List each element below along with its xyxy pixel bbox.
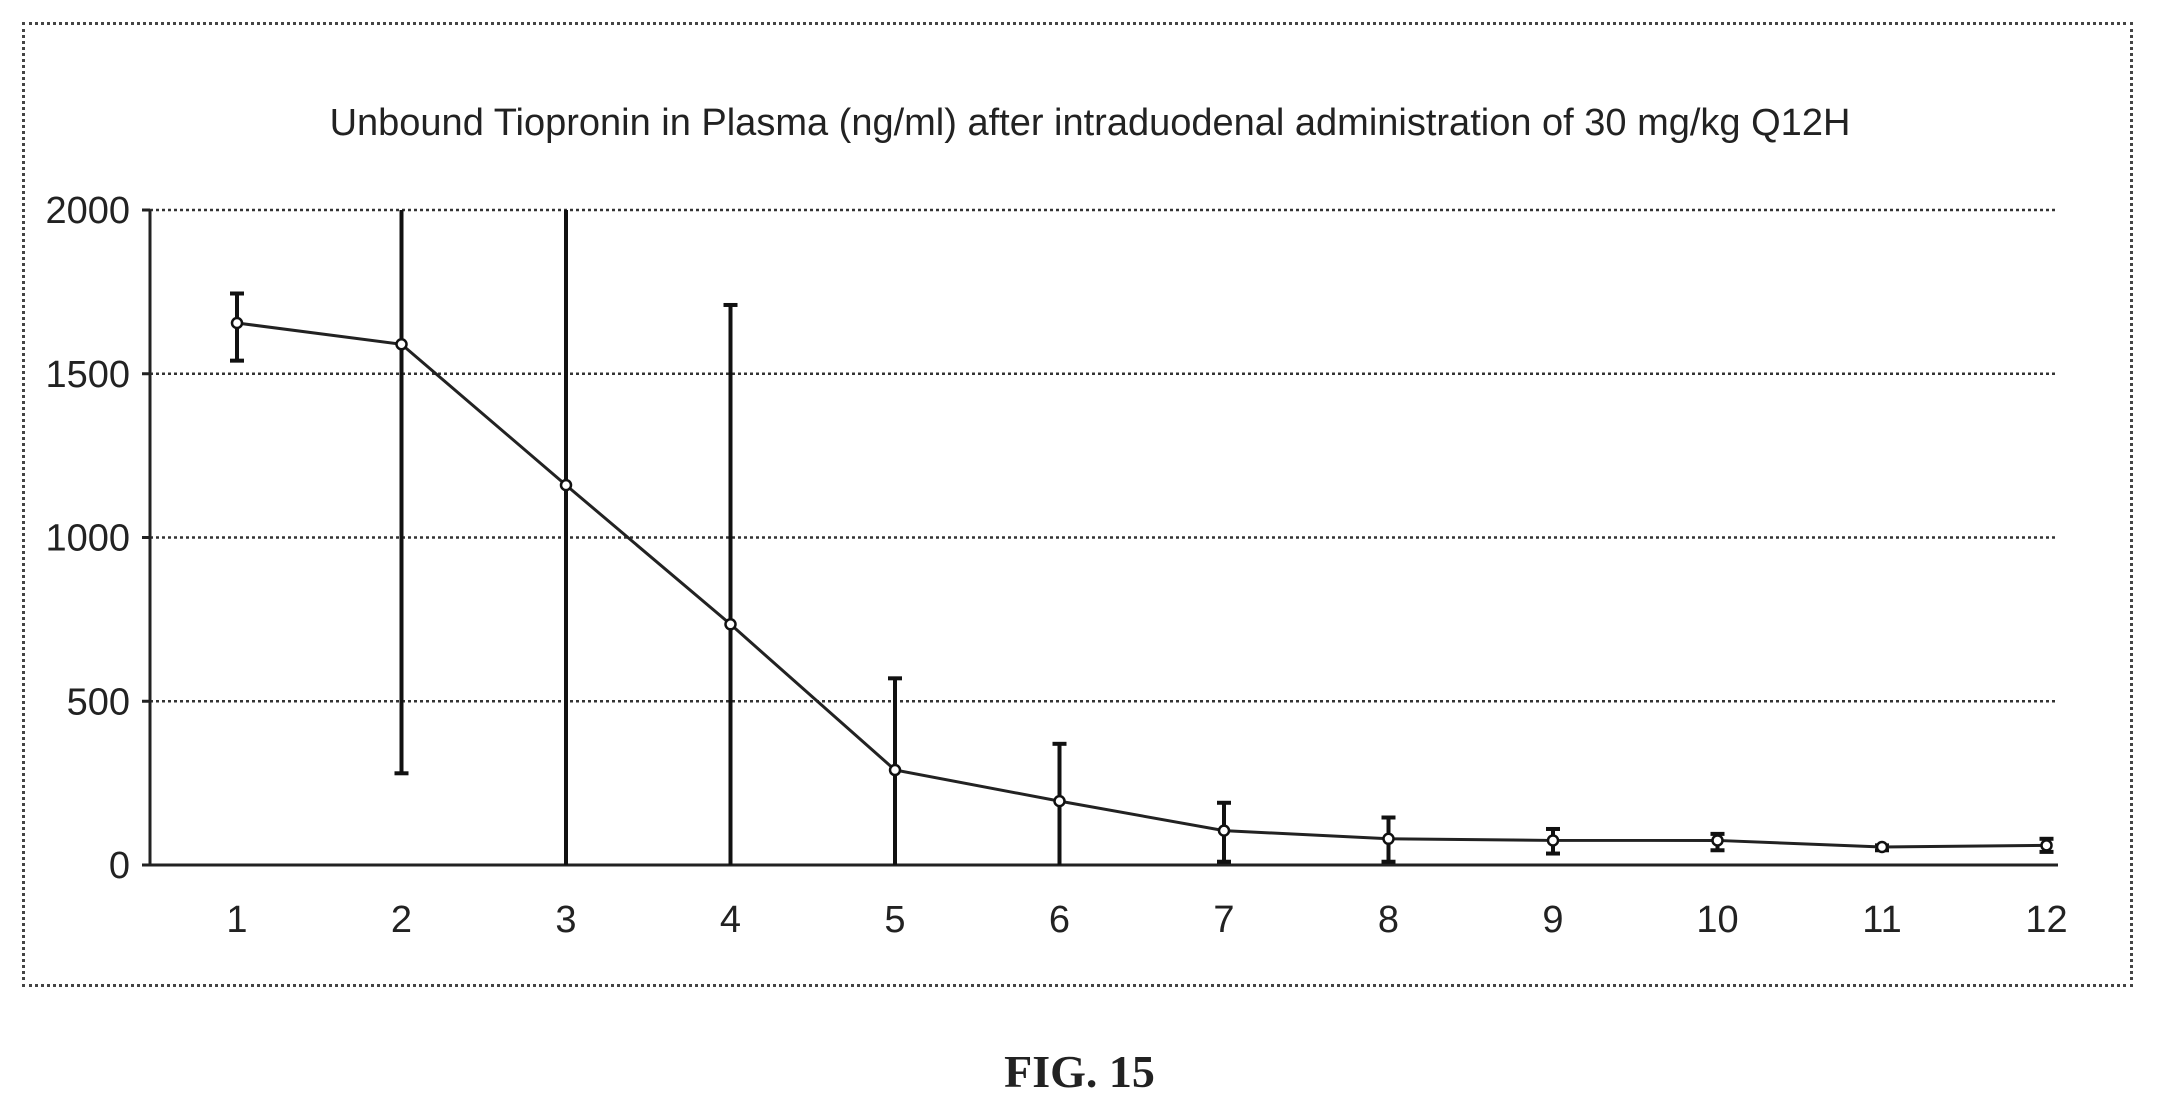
x-tick-label: 10 — [1696, 899, 1738, 941]
line-chart: Unbound Tiopronin in Plasma (ng/ml) afte… — [45, 102, 2067, 941]
data-point — [2040, 839, 2053, 852]
y-tick-label: 500 — [67, 681, 130, 723]
y-tick-label: 1000 — [45, 518, 130, 560]
x-tick-label: 4 — [720, 899, 741, 941]
data-point — [1875, 840, 1889, 854]
x-tick-label: 1 — [226, 899, 247, 941]
data-point — [559, 478, 573, 492]
x-tick-label: 3 — [555, 899, 576, 941]
series-line — [236, 321, 2047, 849]
data-point — [1217, 824, 1231, 837]
chart-frame — [22, 22, 2133, 987]
data-point — [724, 618, 737, 631]
x-tick-labels: 1 2 3 4 5 6 7 8 9 10 11 12 — [226, 899, 2067, 941]
y-tick-label: 2000 — [45, 190, 130, 232]
x-tick-label: 12 — [2025, 899, 2067, 941]
error-bar — [723, 302, 738, 865]
figure-caption: FIG. 15 — [1004, 1046, 1155, 1097]
y-tick-label: 1500 — [45, 354, 130, 396]
data-point — [230, 316, 244, 330]
error-bar — [394, 210, 409, 776]
data-point — [1382, 832, 1395, 846]
data-point — [395, 338, 408, 351]
x-tick-label: 6 — [1049, 899, 1070, 941]
axes — [142, 208, 2058, 867]
y-tick-label: 0 — [109, 845, 130, 887]
x-tick-label: 5 — [884, 899, 905, 941]
data-point — [1053, 794, 1066, 808]
data-points — [230, 316, 2053, 854]
x-tick-label: 8 — [1378, 899, 1399, 941]
x-tick-label: 2 — [391, 899, 412, 941]
x-tick-label: 9 — [1542, 899, 1563, 941]
data-point — [888, 763, 902, 777]
series-polyline — [236, 321, 2047, 849]
x-tick-label: 7 — [1213, 899, 1234, 941]
data-point — [1711, 834, 1724, 847]
y-tick-labels: 0 500 1000 1500 2000 — [45, 190, 130, 887]
gridlines — [150, 208, 2058, 703]
x-tick-label: 11 — [1862, 899, 1901, 941]
data-point — [1546, 834, 1560, 847]
chart-title: Unbound Tiopronin in Plasma (ng/ml) afte… — [330, 102, 1851, 144]
